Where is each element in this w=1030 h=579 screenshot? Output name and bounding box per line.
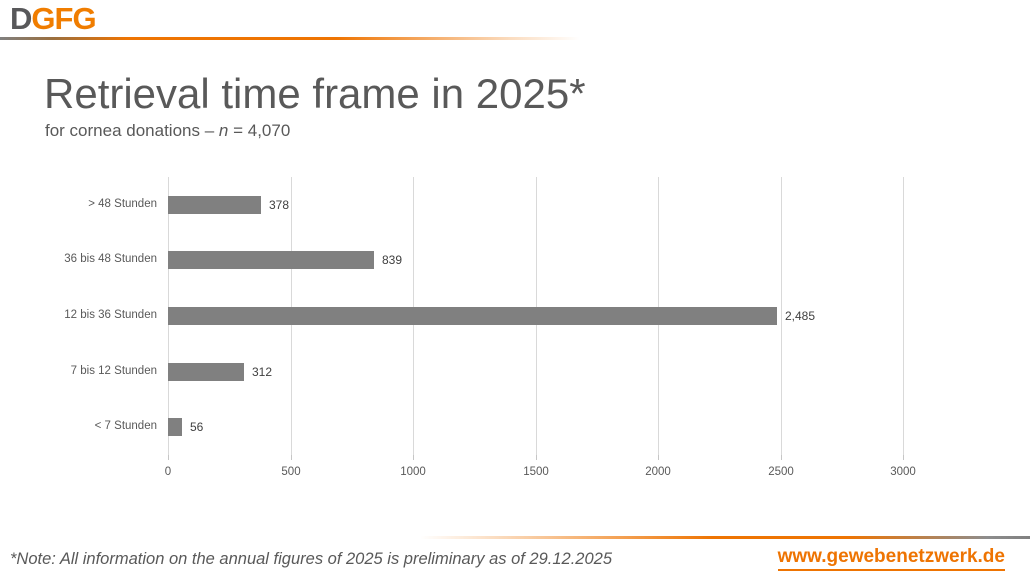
logo-part-gray: D: [10, 1, 32, 36]
axis-tick-label: 1500: [523, 466, 549, 478]
page-subtitle: for cornea donations – n = 4,070: [45, 121, 290, 141]
tickmark-x-1000: [413, 455, 414, 460]
axis-tick-label: 0: [164, 466, 172, 478]
chart-bar: [168, 363, 244, 381]
header-divider-line: [0, 37, 580, 40]
footer-divider-line: [420, 536, 1030, 539]
tickmark-x-1500: [536, 455, 537, 460]
bar-chart: 0 500 1000 1500 2000 2500 3000 > 48 Stunden 378…: [0, 177, 1030, 478]
axis-tick-label: 2000: [645, 466, 671, 478]
subtitle-suffix: = 4,070: [228, 121, 291, 140]
category-label: 12 bis 36 Stunden: [64, 309, 157, 321]
axis-tick-label: 500: [281, 466, 301, 478]
chart-bar: [168, 418, 182, 436]
page-title: Retrieval time frame in 2025*: [44, 70, 586, 117]
tickmark-x-2500: [781, 455, 782, 460]
category-label: 7 bis 12 Stunden: [70, 365, 157, 377]
axis-tick-label: 2500: [768, 466, 794, 478]
category-label: < 7 Stunden: [94, 420, 157, 432]
category-label: > 48 Stunden: [88, 198, 157, 210]
tickmark-x-3000: [903, 455, 904, 460]
gridline-x-3000: [903, 177, 904, 455]
value-label: 312: [252, 365, 273, 379]
chart-bar: [168, 196, 261, 214]
chart-bar: [168, 307, 777, 325]
value-label: 56: [190, 420, 204, 434]
footnote: *Note: All information on the annual fig…: [10, 550, 613, 568]
axis-tick-label: 3000: [890, 466, 916, 478]
value-label: 839: [382, 253, 403, 267]
website-link[interactable]: www.gewebenetzwerk.de: [777, 546, 1005, 571]
tickmark-x-500: [291, 455, 292, 460]
tickmark-x-0: [168, 455, 169, 460]
value-label: 378: [269, 198, 290, 212]
dgfg-logo: DGFG: [10, 1, 97, 37]
tickmark-x-2000: [658, 455, 659, 460]
logo-part-orange: GFG: [31, 1, 96, 36]
axis-tick-label: 1000: [400, 466, 426, 478]
gridline-x-2500: [781, 177, 782, 455]
subtitle-prefix: for cornea donations –: [45, 121, 219, 140]
subtitle-n-variable: n: [218, 121, 229, 140]
value-label: 2,485: [785, 309, 816, 323]
chart-bar: [168, 251, 374, 269]
category-label: 36 bis 48 Stunden: [64, 253, 157, 265]
